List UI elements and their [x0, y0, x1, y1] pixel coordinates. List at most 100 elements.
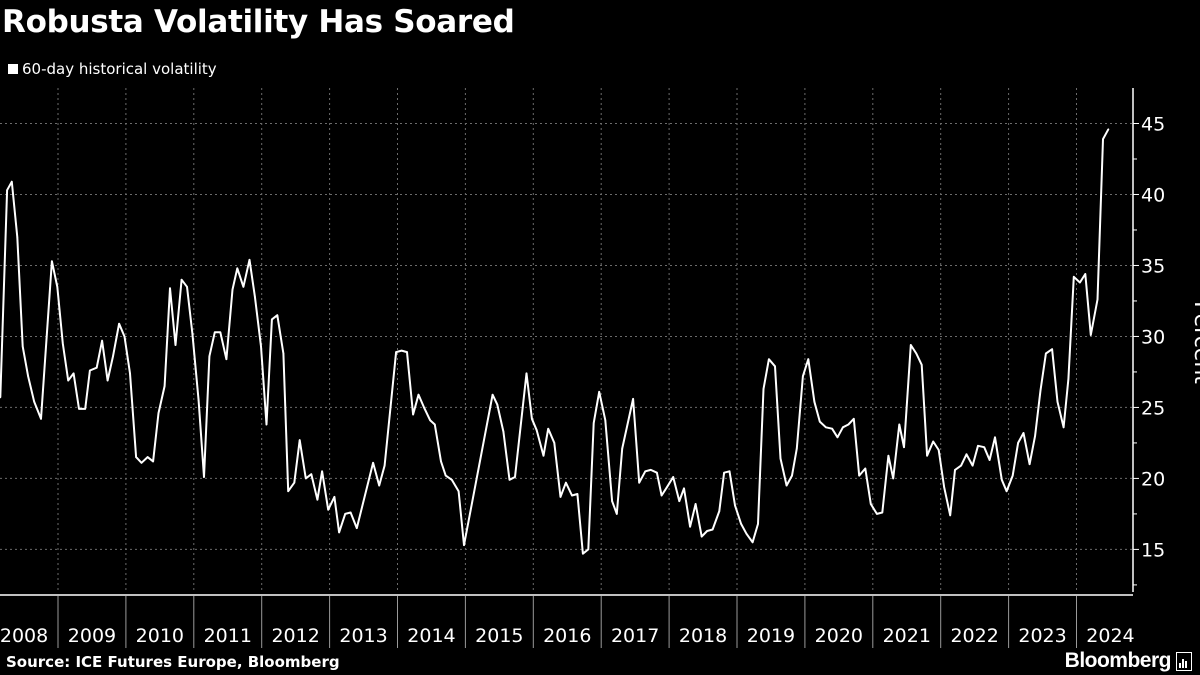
data-point [89, 369, 91, 372]
data-point [898, 423, 901, 426]
data-point [287, 490, 289, 493]
source-note: Source: ICE Futures Europe, Bloomberg [6, 653, 340, 671]
data-point [101, 339, 103, 342]
data-point [434, 423, 436, 426]
data-point [276, 314, 279, 316]
x-tick-label: 2011 [204, 625, 252, 647]
data-point [678, 500, 681, 502]
data-point [225, 358, 228, 360]
data-point [355, 527, 358, 529]
data-point [1102, 138, 1104, 140]
data-point [779, 457, 782, 460]
data-point [248, 258, 251, 261]
data-point [6, 189, 8, 192]
data-point [451, 479, 453, 481]
data-point [1089, 334, 1092, 336]
data-point [112, 355, 114, 358]
x-tick-label: 2016 [543, 625, 591, 647]
data-point [932, 440, 935, 443]
data-point [644, 470, 647, 473]
data-point [807, 358, 810, 360]
data-point [231, 288, 234, 291]
data-point [123, 335, 126, 338]
data-point [1051, 348, 1053, 351]
data-point [666, 486, 668, 488]
data-point [892, 477, 894, 480]
data-point [937, 449, 940, 451]
data-point [971, 464, 974, 467]
data-point [412, 413, 414, 416]
data-point [293, 481, 296, 484]
data-point [33, 400, 36, 403]
data-point [751, 541, 754, 544]
data-point [333, 496, 336, 498]
data-point [559, 496, 562, 498]
data-point [321, 470, 323, 473]
data-point [1096, 298, 1099, 301]
data-point [852, 417, 855, 420]
y-tick-label: 40 [1141, 184, 1165, 206]
data-point [180, 278, 183, 281]
data-point [508, 479, 511, 481]
data-point [491, 393, 494, 396]
data-point [95, 366, 98, 369]
data-point [734, 504, 736, 507]
data-point [338, 531, 340, 534]
data-point [903, 446, 905, 448]
data-point [616, 513, 618, 515]
data-point [977, 444, 979, 447]
data-point [1084, 273, 1087, 275]
data-point [565, 481, 567, 484]
data-point [774, 365, 776, 368]
x-tick-label: 2020 [815, 625, 863, 647]
data-point [1062, 426, 1065, 429]
data-point [186, 285, 188, 288]
data-point [592, 422, 595, 424]
data-point [740, 523, 742, 525]
data-point [802, 375, 804, 378]
data-point [444, 474, 447, 477]
x-tick-label: 2009 [68, 625, 116, 647]
data-point [1039, 389, 1042, 392]
bloomberg-logo: Bloomberg [1065, 649, 1192, 673]
data-point [660, 494, 663, 497]
data-point [910, 344, 912, 346]
x-tick-label: 2013 [339, 625, 387, 647]
data-point [954, 469, 956, 471]
data-point [768, 358, 770, 360]
data-point [785, 484, 788, 487]
data-point [831, 427, 833, 430]
data-point [21, 345, 24, 348]
data-point [553, 442, 556, 444]
data-point [514, 476, 516, 478]
data-point [795, 447, 798, 450]
data-point [11, 180, 13, 183]
data-point [423, 406, 425, 409]
legend: 60-day historical volatility [8, 60, 217, 78]
data-point [214, 331, 216, 333]
data-point [67, 379, 69, 382]
data-point [683, 487, 685, 490]
data-point [611, 500, 613, 502]
data-point [417, 393, 420, 396]
data-point [496, 403, 499, 406]
y-tick-label: 30 [1141, 326, 1165, 348]
data-point [711, 528, 714, 531]
x-tick-label: 2015 [475, 625, 523, 647]
x-tick-label: 2021 [883, 625, 931, 647]
data-point [440, 460, 442, 463]
data-point [587, 548, 590, 551]
data-point [571, 494, 573, 497]
data-point [457, 490, 460, 493]
data-point [1045, 352, 1047, 355]
data-point [576, 493, 579, 495]
x-tick-label: 2017 [611, 625, 659, 647]
data-point [988, 459, 991, 461]
data-point [236, 267, 239, 270]
data-point [383, 464, 386, 467]
data-point [372, 462, 374, 464]
data-point [349, 511, 352, 514]
data-point [140, 462, 143, 464]
data-point [1001, 479, 1003, 481]
chart-title: Robusta Volatility Has Soared [2, 4, 515, 40]
